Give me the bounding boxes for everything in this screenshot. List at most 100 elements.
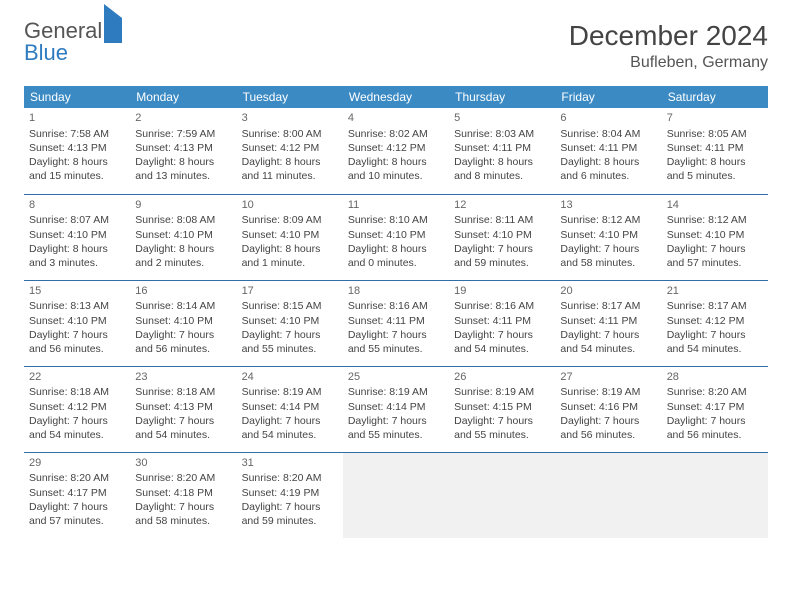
sunrise-text: Sunrise: 8:10 AM [348,213,444,227]
calendar-day-cell: 30Sunrise: 8:20 AMSunset: 4:18 PMDayligh… [130,452,236,538]
sunrise-text: Sunrise: 8:19 AM [348,385,444,399]
day-number: 29 [29,456,125,471]
daylight2-text: and 54 minutes. [454,342,550,356]
day-number: 14 [667,198,763,213]
weekday-header: Wednesday [343,86,449,108]
daylight2-text: and 56 minutes. [135,342,231,356]
daylight1-text: Daylight: 7 hours [242,328,338,342]
daylight2-text: and 2 minutes. [135,256,231,270]
sunset-text: Sunset: 4:10 PM [242,314,338,328]
daylight1-text: Daylight: 8 hours [29,242,125,256]
daylight2-text: and 57 minutes. [29,514,125,528]
sunset-text: Sunset: 4:10 PM [29,314,125,328]
daylight1-text: Daylight: 7 hours [454,242,550,256]
sunset-text: Sunset: 4:16 PM [560,400,656,414]
day-number: 9 [135,198,231,213]
calendar-day-cell: 22Sunrise: 8:18 AMSunset: 4:12 PMDayligh… [24,366,130,452]
sunset-text: Sunset: 4:13 PM [135,141,231,155]
daylight1-text: Daylight: 7 hours [667,414,763,428]
daylight1-text: Daylight: 8 hours [348,242,444,256]
sunrise-text: Sunrise: 8:20 AM [29,471,125,485]
daylight2-text: and 58 minutes. [135,514,231,528]
day-number: 13 [560,198,656,213]
sunset-text: Sunset: 4:11 PM [560,314,656,328]
calendar-day-cell: 18Sunrise: 8:16 AMSunset: 4:11 PMDayligh… [343,280,449,366]
sunrise-text: Sunrise: 8:13 AM [29,299,125,313]
calendar-day-cell: 25Sunrise: 8:19 AMSunset: 4:14 PMDayligh… [343,366,449,452]
day-number: 6 [560,111,656,126]
sunrise-text: Sunrise: 8:18 AM [135,385,231,399]
daylight2-text: and 0 minutes. [348,256,444,270]
calendar-day-cell: 6Sunrise: 8:04 AMSunset: 4:11 PMDaylight… [555,108,661,194]
calendar-day-cell: 13Sunrise: 8:12 AMSunset: 4:10 PMDayligh… [555,194,661,280]
calendar-day-cell: 20Sunrise: 8:17 AMSunset: 4:11 PMDayligh… [555,280,661,366]
daylight2-text: and 57 minutes. [667,256,763,270]
day-number: 8 [29,198,125,213]
sunset-text: Sunset: 4:10 PM [667,228,763,242]
sunrise-text: Sunrise: 8:16 AM [454,299,550,313]
sunrise-text: Sunrise: 8:05 AM [667,127,763,141]
sunset-text: Sunset: 4:14 PM [348,400,444,414]
sunrise-text: Sunrise: 8:20 AM [242,471,338,485]
daylight1-text: Daylight: 8 hours [454,155,550,169]
day-number: 30 [135,456,231,471]
day-number: 3 [242,111,338,126]
daylight1-text: Daylight: 8 hours [560,155,656,169]
day-number: 16 [135,284,231,299]
weekday-header: Tuesday [237,86,343,108]
location-subtitle: Bufleben, Germany [569,54,768,72]
daylight1-text: Daylight: 8 hours [29,155,125,169]
daylight1-text: Daylight: 7 hours [242,500,338,514]
day-number: 22 [29,370,125,385]
daylight1-text: Daylight: 8 hours [667,155,763,169]
day-number: 1 [29,111,125,126]
sunset-text: Sunset: 4:12 PM [348,141,444,155]
sunset-text: Sunset: 4:11 PM [667,141,763,155]
calendar-day-cell: 17Sunrise: 8:15 AMSunset: 4:10 PMDayligh… [237,280,343,366]
sunset-text: Sunset: 4:12 PM [242,141,338,155]
sunrise-text: Sunrise: 8:03 AM [454,127,550,141]
daylight2-text: and 11 minutes. [242,169,338,183]
calendar-day-cell [449,452,555,538]
daylight1-text: Daylight: 7 hours [29,500,125,514]
daylight2-text: and 8 minutes. [454,169,550,183]
calendar-day-cell: 4Sunrise: 8:02 AMSunset: 4:12 PMDaylight… [343,108,449,194]
sunrise-text: Sunrise: 8:16 AM [348,299,444,313]
month-title: December 2024 [569,20,768,52]
sunrise-text: Sunrise: 8:12 AM [560,213,656,227]
calendar-day-cell: 2Sunrise: 7:59 AMSunset: 4:13 PMDaylight… [130,108,236,194]
daylight2-text: and 56 minutes. [29,342,125,356]
sunrise-text: Sunrise: 8:15 AM [242,299,338,313]
calendar-week-row: 8Sunrise: 8:07 AMSunset: 4:10 PMDaylight… [24,194,768,280]
day-number: 27 [560,370,656,385]
calendar-week-row: 15Sunrise: 8:13 AMSunset: 4:10 PMDayligh… [24,280,768,366]
daylight2-text: and 5 minutes. [667,169,763,183]
day-number: 15 [29,284,125,299]
calendar-day-cell: 27Sunrise: 8:19 AMSunset: 4:16 PMDayligh… [555,366,661,452]
daylight2-text: and 58 minutes. [560,256,656,270]
daylight1-text: Daylight: 7 hours [560,328,656,342]
calendar-week-row: 1Sunrise: 7:58 AMSunset: 4:13 PMDaylight… [24,108,768,194]
sunset-text: Sunset: 4:10 PM [454,228,550,242]
day-number: 18 [348,284,444,299]
day-number: 17 [242,284,338,299]
weekday-header: Thursday [449,86,555,108]
daylight2-text: and 15 minutes. [29,169,125,183]
daylight2-text: and 10 minutes. [348,169,444,183]
sunrise-text: Sunrise: 8:00 AM [242,127,338,141]
calendar-day-cell [662,452,768,538]
daylight1-text: Daylight: 8 hours [242,242,338,256]
weekday-header: Monday [130,86,236,108]
calendar-day-cell: 14Sunrise: 8:12 AMSunset: 4:10 PMDayligh… [662,194,768,280]
sunset-text: Sunset: 4:14 PM [242,400,338,414]
daylight2-text: and 54 minutes. [560,342,656,356]
sunrise-text: Sunrise: 8:20 AM [667,385,763,399]
daylight1-text: Daylight: 7 hours [135,414,231,428]
sunset-text: Sunset: 4:15 PM [454,400,550,414]
calendar-week-row: 22Sunrise: 8:18 AMSunset: 4:12 PMDayligh… [24,366,768,452]
sunrise-text: Sunrise: 8:17 AM [667,299,763,313]
daylight1-text: Daylight: 7 hours [667,328,763,342]
day-number: 2 [135,111,231,126]
day-number: 24 [242,370,338,385]
daylight1-text: Daylight: 8 hours [242,155,338,169]
